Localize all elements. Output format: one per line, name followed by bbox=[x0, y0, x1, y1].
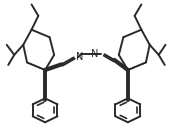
Text: N: N bbox=[76, 52, 83, 62]
Text: N: N bbox=[91, 49, 99, 59]
